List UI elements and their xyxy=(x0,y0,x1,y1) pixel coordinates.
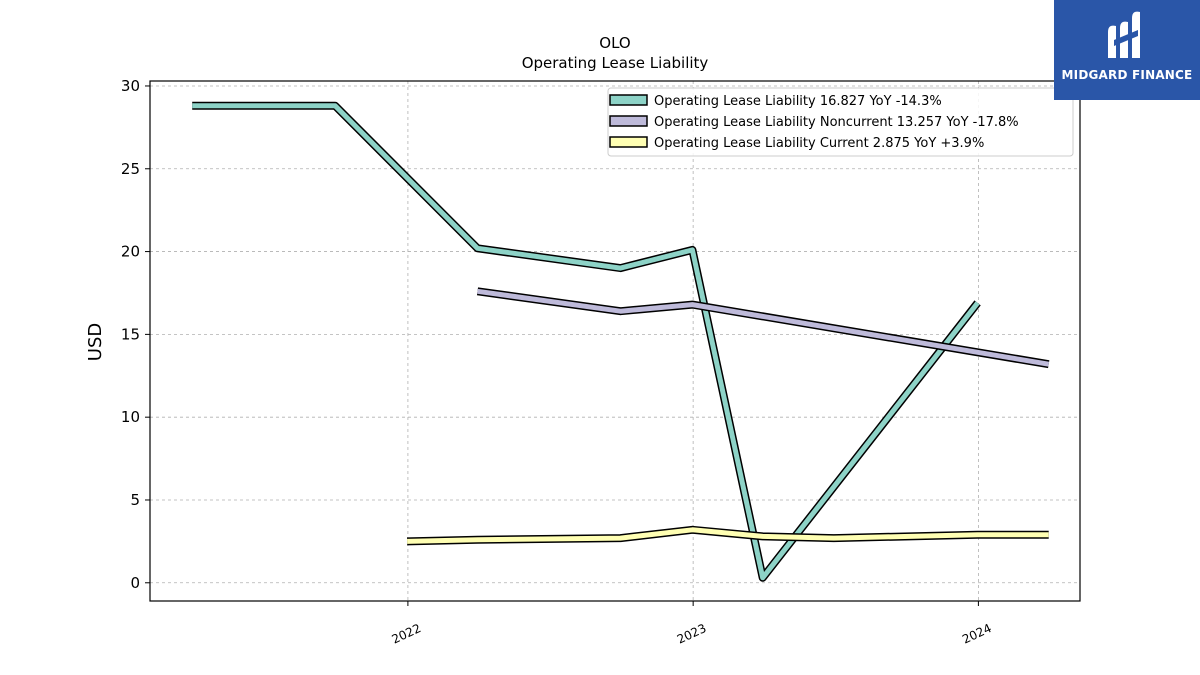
legend-box xyxy=(607,87,1074,157)
chart-subtitle: Operating Lease Liability xyxy=(522,54,709,72)
legend-label: Operating Lease Liability Current 2.875 … xyxy=(654,136,984,151)
y-tick-label: 30 xyxy=(121,77,140,95)
midgard-logo-icon xyxy=(1108,11,1140,59)
midgard-finance-logo: MIDGARD FINANCE xyxy=(1054,0,1200,100)
plot-frame xyxy=(149,80,1081,602)
x-tick-label: 2023 xyxy=(675,621,709,647)
y-tick-label: 10 xyxy=(121,408,140,426)
logo-text: MIDGARD FINANCE xyxy=(1061,68,1193,82)
series-outline xyxy=(192,101,981,582)
legend-label: Operating Lease Liability 16.827 YoY -14… xyxy=(654,94,942,109)
x-axis: 2022 2023 2024 xyxy=(390,601,994,647)
legend-swatch xyxy=(609,136,648,148)
legend-swatch xyxy=(609,115,648,127)
legend-label: Operating Lease Liability Noncurrent 13.… xyxy=(654,115,1019,130)
chart-title: OLO xyxy=(599,34,630,52)
legend: Operating Lease Liability 16.827 YoY -14… xyxy=(607,87,1074,157)
legend-swatch xyxy=(609,94,648,106)
series-line-1 xyxy=(192,101,981,582)
y-tick-label: 20 xyxy=(121,243,140,261)
y-axis: 0 5 10 15 20 25 30 xyxy=(121,77,150,592)
series-stroke xyxy=(192,103,980,581)
x-tick-label: 2024 xyxy=(960,621,994,647)
y-axis-label: USD xyxy=(85,323,106,361)
series-line-3 xyxy=(407,525,1049,546)
series-stroke xyxy=(477,288,1050,367)
series-line-2 xyxy=(476,287,1050,369)
series-stroke xyxy=(407,527,1049,544)
y-tick-label: 15 xyxy=(121,325,140,343)
series-lines xyxy=(192,101,1050,582)
y-tick-label: 5 xyxy=(130,491,140,509)
y-tick-label: 25 xyxy=(121,160,140,178)
grid xyxy=(150,81,1080,601)
x-tick-label: 2022 xyxy=(390,621,424,647)
y-tick-label: 0 xyxy=(130,574,140,592)
